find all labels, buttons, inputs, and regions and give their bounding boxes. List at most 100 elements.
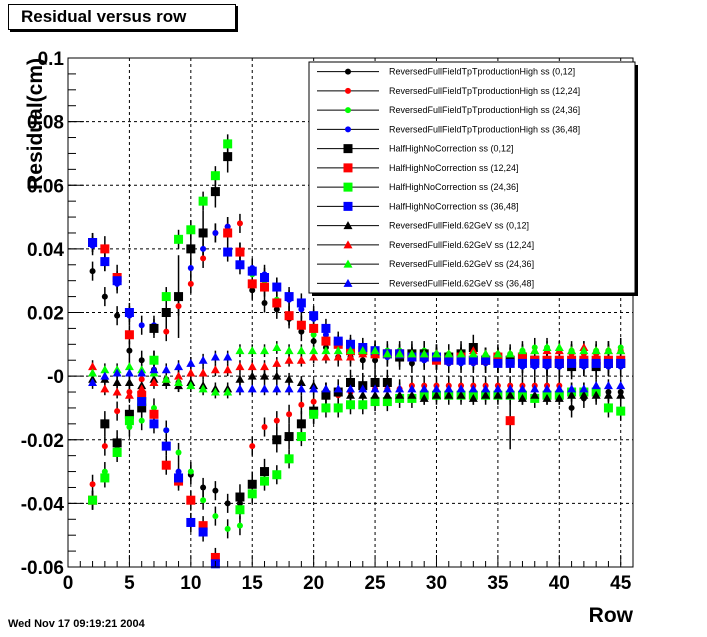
data-point [161, 292, 171, 302]
legend-entry: ReversedFullFieldTpTproductionHigh ss (2… [389, 105, 580, 115]
data-point [567, 384, 577, 393]
data-point [395, 384, 405, 393]
data-point [554, 342, 564, 351]
data-point [431, 384, 441, 393]
data-point [210, 552, 220, 562]
data-point [247, 362, 257, 371]
data-point [372, 357, 379, 364]
data-point [530, 346, 540, 355]
data-point [137, 403, 147, 413]
data-point [273, 306, 280, 313]
data-point [321, 346, 331, 355]
data-point [309, 311, 319, 321]
data-point [468, 384, 478, 393]
data-point [198, 384, 208, 393]
data-point [149, 409, 159, 419]
data-point [260, 371, 270, 380]
data-point [272, 282, 282, 292]
data-point [224, 525, 231, 532]
data-point [235, 260, 245, 270]
data-point [333, 336, 343, 346]
data-point [200, 484, 207, 491]
data-point [309, 352, 319, 361]
data-point [395, 390, 405, 399]
legend-entry: ReversedFullField.62GeV ss (24,36] [389, 259, 534, 269]
data-point [124, 362, 134, 371]
x-tick-label: 45 [610, 573, 632, 594]
data-point [407, 384, 417, 393]
data-point [542, 358, 552, 368]
x-tick-labels: 0 5 10 15 20 25 30 35 40 45 [63, 573, 632, 594]
data-point [187, 468, 194, 475]
data-point [100, 365, 110, 374]
data-point [138, 322, 145, 329]
data-point [124, 416, 134, 426]
data-point [260, 476, 270, 486]
data-point [149, 323, 159, 333]
y-axis-label: Residual(cm) [24, 58, 47, 190]
data-point [235, 505, 245, 515]
data-point [333, 384, 343, 393]
data-point [370, 397, 380, 407]
data-point [235, 346, 245, 355]
data-point [554, 358, 564, 368]
data-point [530, 390, 540, 399]
data-point [395, 349, 405, 358]
data-point [333, 346, 343, 355]
data-point [309, 346, 319, 355]
legend-marker [343, 163, 353, 173]
data-point [284, 432, 294, 442]
data-point [284, 311, 294, 321]
data-point [309, 384, 319, 393]
data-point [273, 417, 280, 424]
data-point [481, 349, 491, 358]
data-point [149, 419, 159, 429]
data-point [186, 495, 196, 505]
data-point [603, 403, 613, 413]
data-point [579, 346, 589, 355]
data-point [286, 411, 293, 418]
data-point [137, 384, 147, 393]
data-point [272, 342, 282, 351]
data-point [236, 522, 243, 529]
data-point [370, 346, 380, 355]
data-point [223, 139, 233, 149]
data-point [212, 513, 219, 520]
data-point [530, 358, 540, 368]
data-point [346, 377, 355, 387]
data-point [382, 397, 392, 407]
data-point [138, 376, 145, 383]
data-point [198, 527, 208, 537]
data-point [223, 387, 233, 396]
data-point [284, 346, 294, 355]
data-point [247, 489, 257, 499]
x-tick-label: 20 [303, 573, 324, 594]
data-point [481, 355, 491, 365]
data-point [616, 346, 626, 355]
data-point [112, 276, 122, 286]
data-point [124, 390, 134, 399]
data-point [210, 365, 220, 374]
data-point [603, 346, 613, 355]
data-point [175, 449, 182, 456]
data-point [88, 495, 98, 505]
data-point [346, 390, 355, 399]
legend-entry: ReversedFullField.62GeV ss (12,24] [389, 240, 534, 250]
data-point [138, 357, 145, 364]
data-point [321, 323, 331, 333]
data-point [296, 320, 306, 330]
data-point [603, 381, 613, 390]
data-point [370, 390, 380, 399]
data-point [493, 390, 503, 399]
data-point [359, 357, 366, 364]
data-point [210, 387, 220, 396]
data-point [567, 358, 577, 368]
data-point [554, 393, 564, 402]
data-point [272, 371, 282, 380]
data-point [112, 438, 122, 448]
legend-box [308, 61, 636, 294]
data-point [112, 387, 122, 396]
data-point [210, 171, 220, 181]
data-point [200, 245, 207, 252]
data-point [603, 390, 613, 399]
